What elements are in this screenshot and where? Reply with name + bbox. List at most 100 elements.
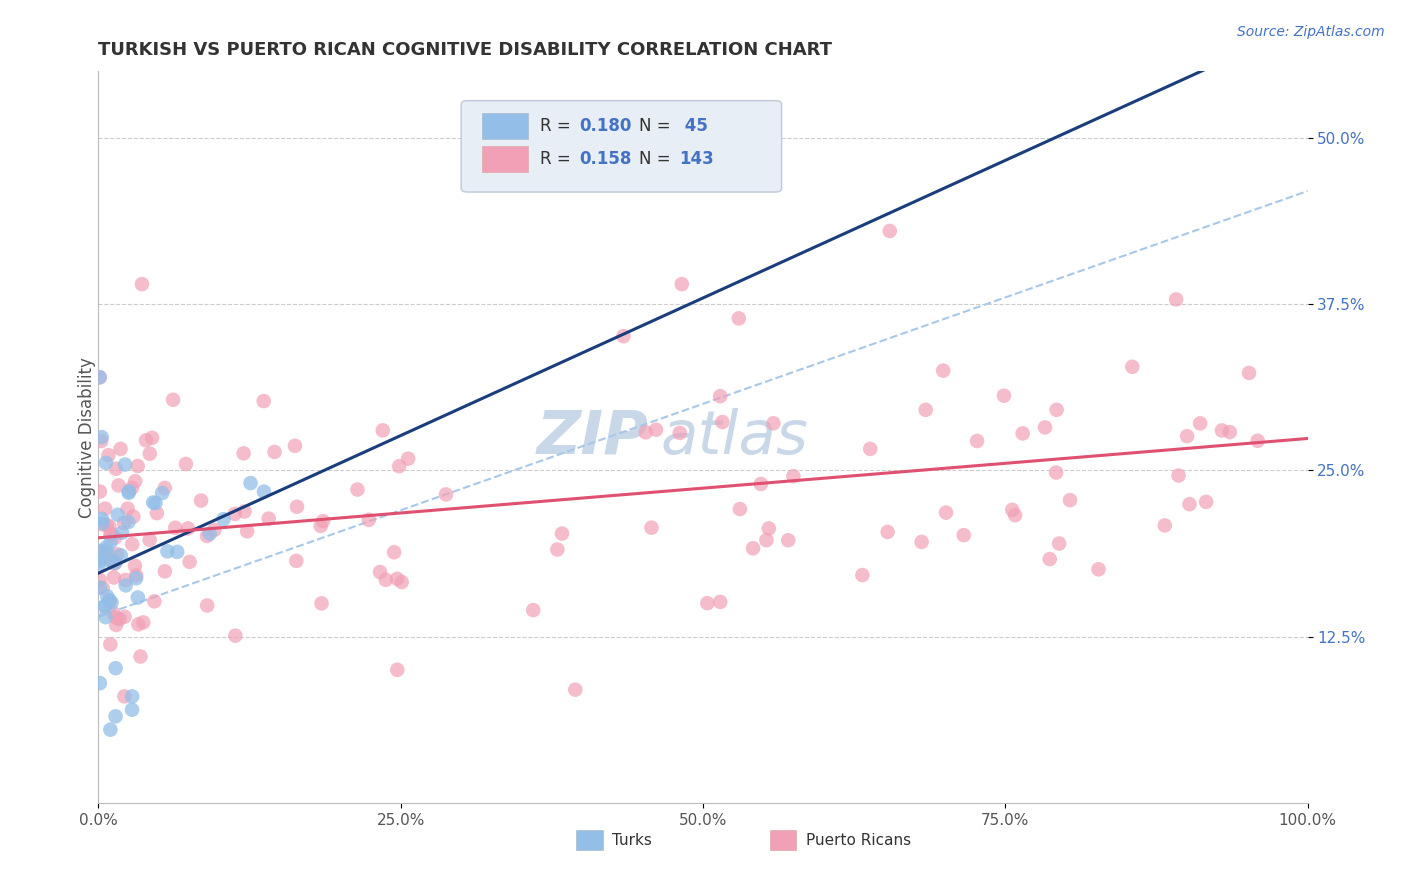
Point [388,459,411,474]
Point [179,555,201,569]
Point [104,709,127,723]
Point [146,506,169,520]
Text: atlas: atlas [661,408,808,467]
Point [166,545,188,559]
Point [312,514,335,528]
Point [101,553,124,567]
Point [97,448,120,462]
Point [124,558,146,573]
Point [97,547,120,561]
Point [876,524,898,539]
Point [174,457,197,471]
Point [121,690,143,704]
Point [89,676,111,690]
Point [129,649,152,664]
Point [96,517,118,532]
Point [1178,497,1201,511]
Point [91,517,114,532]
Point [311,596,333,610]
Point [98,594,121,608]
Point [100,554,122,568]
Point [645,423,668,437]
Point [110,442,132,456]
Point [139,447,162,461]
Point [124,475,146,489]
Point [121,481,143,495]
Text: 45: 45 [679,117,707,136]
Point [859,442,882,456]
Point [195,599,218,613]
Point [236,524,259,539]
Point [145,496,167,510]
Point [851,568,873,582]
Point [387,663,409,677]
Point [110,549,132,563]
Point [1175,429,1198,443]
Point [162,392,184,407]
Point [104,661,127,675]
Point [212,512,235,526]
Point [132,615,155,630]
Point [879,224,901,238]
Point [1045,466,1067,480]
Point [1059,493,1081,508]
Point [105,547,128,561]
Point [94,599,117,613]
Point [1033,420,1056,434]
Point [1189,417,1212,431]
Point [966,434,988,448]
Point [105,618,128,632]
Point [100,527,122,541]
Point [749,477,772,491]
Point [1166,293,1188,307]
Point [127,591,149,605]
Point [396,451,419,466]
Point [100,534,122,549]
FancyBboxPatch shape [576,830,603,850]
Point [284,439,307,453]
Text: 0.180: 0.180 [579,117,633,136]
Point [263,445,285,459]
Point [107,508,129,522]
Point [100,527,122,541]
Point [117,515,139,529]
Point [233,504,256,518]
Point [103,557,125,571]
Point [914,402,936,417]
Point [434,487,457,501]
Point [253,484,276,499]
Point [239,476,262,491]
Point [125,568,148,582]
FancyBboxPatch shape [482,113,527,139]
FancyBboxPatch shape [461,101,782,192]
Point [1011,426,1033,441]
Point [118,484,141,499]
Point [755,533,778,548]
Point [371,423,394,437]
Point [98,519,121,533]
Point [257,511,280,525]
Point [108,612,131,626]
Point [89,573,111,587]
Point [1039,552,1062,566]
Point [391,575,413,590]
Point [89,370,111,384]
Point [1219,425,1241,439]
Point [153,481,176,495]
Point [1004,508,1026,523]
Text: N =: N = [638,150,676,168]
Point [374,573,396,587]
Point [93,599,115,614]
Point [1153,518,1175,533]
Point [198,526,221,541]
Text: TURKISH VS PUERTO RICAN COGNITIVE DISABILITY CORRELATION CHART: TURKISH VS PUERTO RICAN COGNITIVE DISABI… [98,41,832,59]
Point [127,617,149,632]
Point [94,543,117,558]
Point [114,578,136,592]
Point [253,394,276,409]
Point [100,723,122,737]
Point [522,603,544,617]
Point [1087,562,1109,576]
Point [1211,424,1233,438]
Point [89,581,111,595]
